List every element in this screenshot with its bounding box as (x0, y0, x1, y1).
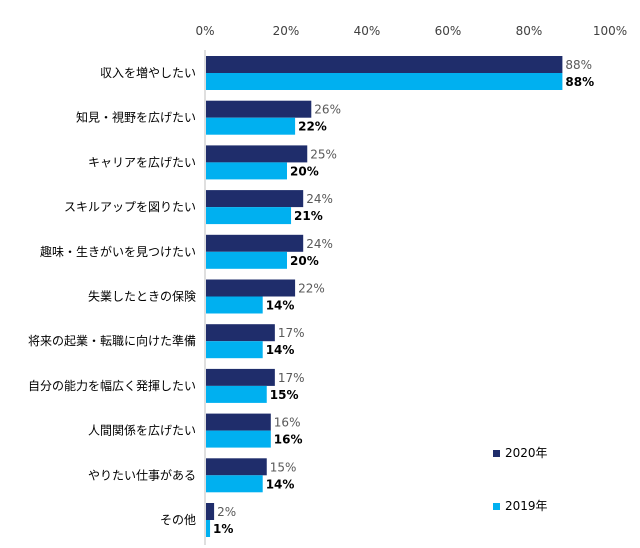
data-label: 20% (290, 254, 319, 268)
data-label: 88% (565, 75, 594, 89)
category-labels: 収入を増やしたい知見・視野を広げたいキャリアを広げたいスキルアップを図りたい趣味… (28, 66, 196, 527)
data-label: 24% (306, 192, 333, 206)
bars (206, 56, 563, 537)
category-label: その他 (160, 513, 196, 527)
bar-2020 (206, 368, 275, 386)
x-tick-label: 60% (435, 24, 462, 38)
bar-2019 (206, 162, 287, 180)
bar-2019 (206, 117, 296, 135)
category-label: 人間関係を広げたい (88, 424, 196, 438)
data-label: 1% (213, 522, 233, 536)
category-label: 収入を増やしたい (100, 66, 196, 80)
category-label: スキルアップを図りたい (64, 200, 196, 214)
category-label: 知見・視野を広げたい (76, 110, 196, 125)
data-label: 24% (306, 237, 333, 251)
bar-2020 (206, 279, 296, 297)
x-tick-label: 0% (195, 24, 214, 38)
x-tick-label: 80% (516, 24, 543, 38)
legend-label: 2020年 (505, 446, 548, 460)
bar-2020 (206, 458, 267, 476)
data-label: 21% (294, 209, 323, 223)
bar-2020 (206, 145, 308, 163)
bar-2020 (206, 56, 563, 73)
bar-2020 (206, 190, 304, 208)
category-label: 趣味・生きがいを見つけたい (40, 244, 196, 259)
bar-2020 (206, 100, 312, 118)
data-label: 17% (278, 326, 305, 340)
data-label: 14% (266, 343, 295, 357)
data-label: 15% (270, 388, 299, 402)
data-label: 22% (298, 120, 327, 134)
bar-2019 (206, 430, 271, 448)
legend-label: 2019年 (505, 499, 548, 513)
category-label: キャリアを広げたい (88, 155, 196, 169)
category-label: やりたい仕事がある (88, 467, 196, 482)
bar-2019 (206, 296, 263, 314)
data-label: 14% (266, 477, 295, 491)
x-axis-ticks: 0% 20% 40% 60% 80% 100% (195, 24, 627, 38)
value-labels: 88%88%26%22%25%20%24%21%24%20%22%14%17%1… (213, 58, 594, 536)
x-tick-label: 100% (593, 24, 627, 38)
x-tick-label: 40% (354, 24, 381, 38)
bar-2020 (206, 324, 275, 342)
category-label: 自分の能力を幅広く発揮したい (28, 378, 196, 393)
bar-2019 (206, 385, 267, 403)
bar-2019 (206, 520, 211, 537)
legend-swatch-2020 (493, 450, 500, 457)
data-label: 88% (565, 58, 592, 72)
bar-2019 (206, 73, 563, 90)
legend-swatch-2019 (493, 503, 500, 510)
bar-2019 (206, 475, 263, 493)
bar-2020 (206, 234, 304, 252)
data-label: 17% (278, 371, 305, 385)
x-tick-label: 20% (273, 24, 300, 38)
data-label: 22% (298, 282, 325, 296)
data-label: 14% (266, 299, 295, 313)
category-label: 失業したときの保険 (88, 289, 196, 304)
data-label: 16% (274, 433, 303, 447)
data-label: 26% (314, 103, 341, 117)
data-label: 15% (270, 460, 297, 474)
bar-2019 (206, 341, 263, 359)
bar-2020 (206, 413, 271, 431)
data-label: 20% (290, 164, 319, 178)
data-label: 16% (274, 416, 301, 430)
data-label: 2% (217, 505, 236, 519)
legend: 2020年 2019年 (493, 446, 548, 513)
data-label: 25% (310, 147, 337, 161)
category-label: 将来の起業・転職に向けた準備 (28, 333, 196, 348)
bar-2019 (206, 251, 287, 269)
bar-2020 (206, 503, 215, 520)
bar-2019 (206, 207, 292, 225)
